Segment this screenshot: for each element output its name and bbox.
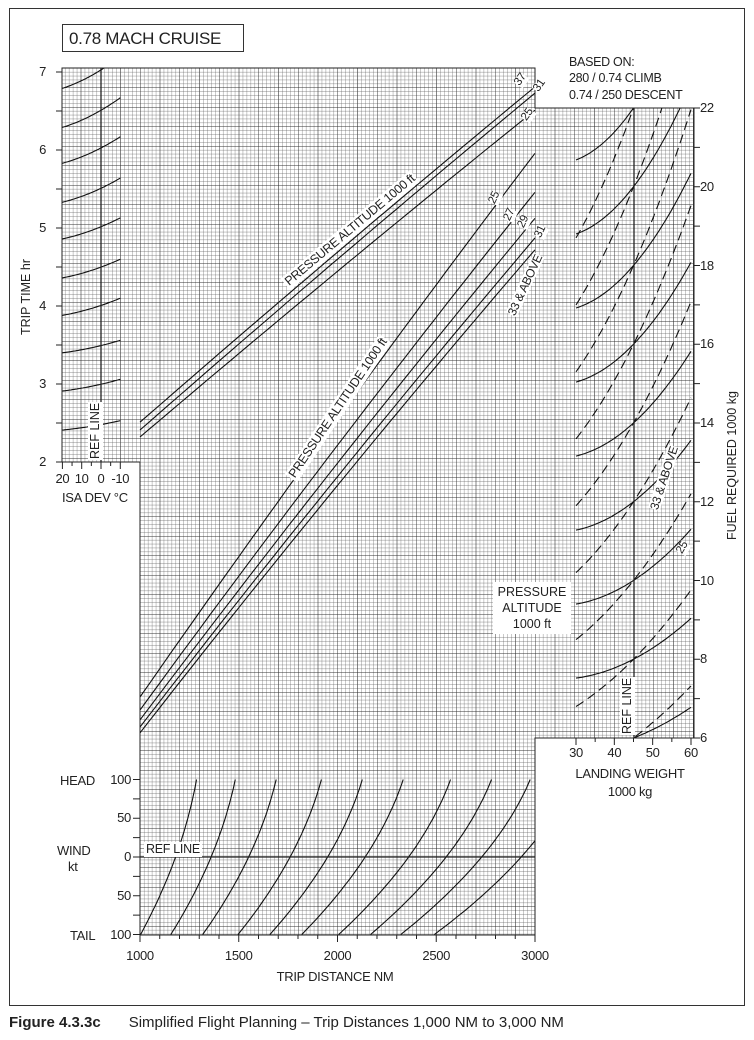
fuel-tick-label: 16 (700, 336, 714, 352)
isa-curve (62, 97, 121, 128)
trip-time-tick-label: 5 (39, 220, 46, 235)
isa-curve (62, 217, 121, 240)
trip-time-tick-label: 2 (39, 454, 46, 469)
wind-tick-label: 0 (124, 849, 131, 864)
fuel-tick-label: 12 (700, 493, 714, 509)
wind-axis-label: WIND (57, 843, 91, 858)
figure-frame (9, 8, 745, 1006)
distance-tick-label: 1000 (126, 948, 154, 963)
pa-line-2: ALTITUDE (502, 601, 562, 615)
landing-weight-tick-label: 50 (645, 745, 660, 760)
landing-weight-tick-label: 60 (684, 745, 698, 760)
trip-time-tick-label: 6 (39, 142, 46, 157)
time-line-25 (139, 109, 536, 438)
distance-tick-label: 2000 (323, 948, 352, 963)
isa-curve (62, 68, 121, 89)
wind-ref-line-label: REF LINE (144, 842, 202, 857)
isa-tick-label: 20 (55, 471, 70, 486)
distance-axis-label: TRIP DISTANCE NM (276, 969, 394, 984)
basis-line-2: 280 / 0.74 CLIMB (569, 71, 662, 85)
isa-curve (62, 339, 121, 354)
fuel-line-33-above (139, 249, 536, 734)
wind-tick-label: 100 (110, 771, 131, 787)
fuel-line-27 (139, 191, 536, 711)
isa-curve (62, 297, 121, 316)
isa-tick-label: 10 (74, 471, 89, 486)
wind-tick-label: 100 (110, 926, 131, 942)
basis-line-3: 0.74 / 250 DESCENT (569, 88, 683, 102)
isa-tick-label: 0 (97, 471, 105, 486)
landing-weight-axis-label: LANDING WEIGHT (575, 766, 685, 781)
weight-pressure-altitude-label: PRESSURE ALTITUDE 1000 ft (493, 582, 571, 634)
landing-weight-tick-label: 40 (607, 745, 622, 760)
time-line-37 (139, 86, 536, 423)
trip-time-tick-label: 4 (39, 298, 46, 313)
wind-tick-label: 50 (117, 810, 131, 826)
wind-unit: kt (68, 859, 78, 874)
distance-tick-label: 2500 (422, 948, 451, 963)
trip-time-tick-label: 7 (39, 64, 46, 79)
isa-curve (62, 378, 121, 392)
fuel-tick-label: 8 (700, 651, 707, 667)
chart-title: 0.78 MACH CRUISE (62, 24, 244, 52)
trip-time-tick-label: 3 (39, 376, 46, 391)
grid-outline (61, 67, 695, 936)
distance-tick-label: 1500 (224, 948, 253, 963)
fuel-axis-label: FUEL REQUIRED 1000 kg (725, 391, 739, 540)
fuel-tick-label: 6 (700, 730, 707, 745)
landing-weight-unit: 1000 kg (607, 784, 653, 799)
fuel-tick-label: 22 (700, 100, 714, 115)
basis-line-1: BASED ON: (569, 55, 635, 69)
fuel-tick-label: 14 (700, 415, 714, 430)
isa-ref-line-label: REF LINE (88, 401, 103, 460)
pa-line-3: 1000 ft (512, 617, 552, 631)
isa-curve (62, 258, 121, 279)
grid-major (62, 68, 694, 935)
distance-tick-label: 3000 (521, 948, 549, 963)
wind-tick-label: 50 (117, 887, 131, 903)
fuel-tick-label: 10 (700, 572, 714, 588)
fuel-tick-label: 18 (700, 257, 714, 273)
fuel-line-31 (139, 237, 536, 728)
isa-curve (62, 136, 121, 164)
axis-ticks (56, 71, 700, 942)
isa-curve (62, 177, 121, 203)
isa-tick-label: -10 (111, 471, 130, 486)
trip-time-axis-label: TRIP TIME hr (19, 259, 33, 335)
pa-line-1: PRESSURE (497, 585, 567, 599)
weight-curve-dashed (575, 205, 692, 440)
figure-number: Figure 4.3.3c (9, 1014, 101, 1031)
landing-weight-tick-label: 30 (569, 745, 583, 760)
figure-caption-text: Simplified Flight Planning – Trip Distan… (128, 1014, 564, 1031)
fuel-tick-label: 20 (700, 178, 714, 194)
wind-tail-label: TAIL (70, 928, 96, 943)
wind-head-label: HEAD (60, 773, 95, 788)
fuel-line-29 (139, 217, 536, 721)
figure-caption: Figure 4.3.3c Simplified Flight Planning … (9, 1014, 564, 1031)
time-line-31 (139, 92, 536, 431)
weight-curve-dashed (575, 109, 692, 373)
weight-ref-line-label: REF LINE (620, 676, 635, 735)
isa-axis-label: ISA DEV °C (62, 490, 128, 505)
